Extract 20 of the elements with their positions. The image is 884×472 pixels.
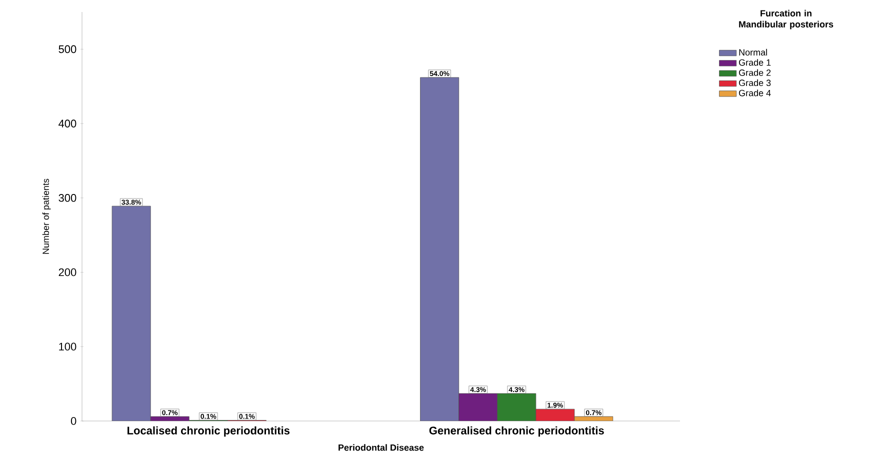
legend-label: Grade 3 <box>739 79 771 86</box>
bar <box>112 206 151 421</box>
bar <box>497 393 536 421</box>
legend-title: Furcation in Mandibular posteriors <box>739 10 834 30</box>
y-tick-label: 300 <box>58 194 76 202</box>
legend-label: Grade 4 <box>739 90 771 96</box>
y-tick-label: 500 <box>58 45 76 54</box>
legend-label: Normal <box>739 48 767 56</box>
bar <box>420 77 460 421</box>
x-tick-label: Generalised chronic periodontitis <box>429 426 604 437</box>
y-tick-label: 100 <box>59 342 76 351</box>
y-tick-label: 0 <box>70 417 76 425</box>
y-tick-label: 200 <box>58 268 76 276</box>
legend-label: Grade 1 <box>739 59 771 66</box>
legend-label: Grade 2 <box>739 69 771 76</box>
x-axis-title: Periodontal Disease <box>338 444 424 451</box>
x-tick-label: Localised chronic periodontitis <box>128 426 290 437</box>
bar <box>458 393 498 421</box>
y-tick-label: 400 <box>58 120 76 128</box>
y-axis-title: Number of patients <box>42 178 51 254</box>
